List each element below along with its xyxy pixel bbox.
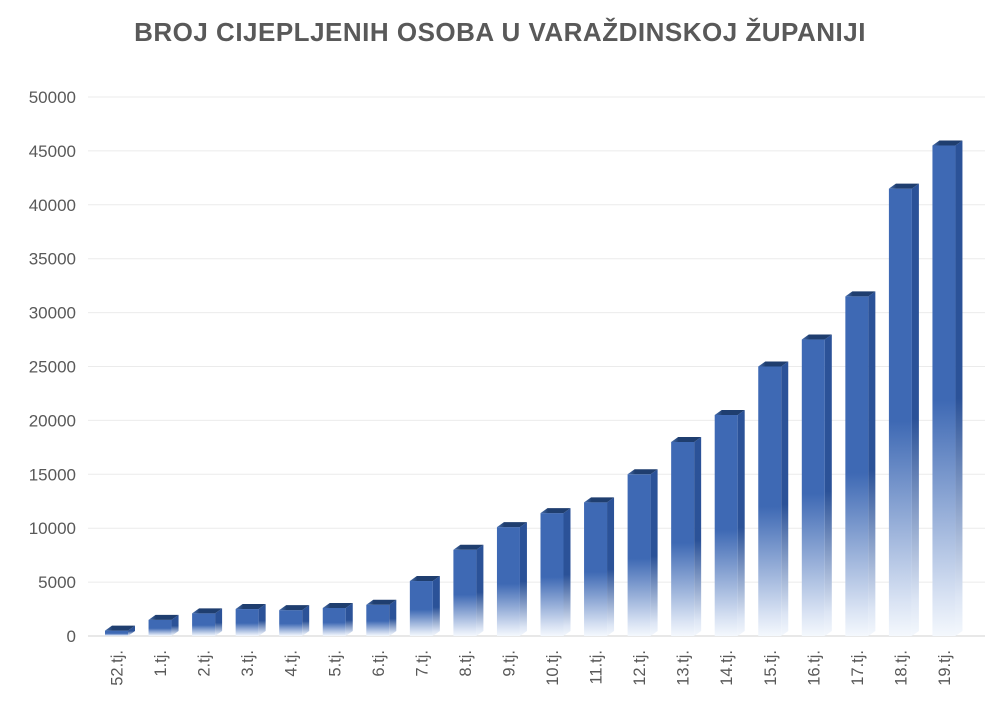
bar [192,608,223,636]
x-tick-label: 8.tj. [457,650,475,677]
y-tick-label: 30000 [29,304,76,323]
bar [671,436,702,636]
x-tick-label: 10.tj. [544,650,562,686]
bar [714,410,745,636]
x-tick-label: 4.tj. [283,650,301,677]
x-tick-label: 16.tj. [805,650,823,686]
x-tick-label: 2.tj. [196,650,214,677]
bar [888,183,919,636]
y-tick-label: 50000 [29,88,76,107]
x-tick-label: 17.tj. [849,650,867,686]
bar [758,361,789,636]
bar [801,334,832,636]
x-tick-label: 18.tj. [892,650,910,686]
bar [540,508,571,636]
bar [409,576,440,636]
y-tick-label: 10000 [29,519,76,538]
y-tick-label: 20000 [29,411,76,430]
x-tick-label: 12.tj. [631,650,649,686]
y-tick-label: 0 [67,627,76,646]
bar [496,522,527,636]
x-tick-label: 5.tj. [326,650,344,677]
bar [322,602,353,636]
chart-title: BROJ CIJEPLJENIH OSOBA U VARAŽDINSKOJ ŽU… [134,17,866,47]
bar [105,625,135,636]
x-tick-label: 1.tj. [152,650,170,677]
bar [845,291,876,636]
x-tick-label: 6.tj. [370,650,388,677]
x-tick-label: 3.tj. [239,650,257,677]
x-tick-label: 14.tj. [718,650,736,686]
y-tick-label: 40000 [29,196,76,215]
x-tick-label: 9.tj. [500,650,518,677]
x-tick-label: 11.tj. [588,650,606,685]
bar [235,604,266,636]
y-tick-label: 15000 [29,465,76,484]
bar [453,544,484,636]
bar [627,469,658,636]
bar [932,140,963,636]
bar [279,605,310,636]
x-tick-label: 52.tj. [109,650,127,686]
x-tick-label: 19.tj. [936,650,954,686]
bar [366,599,397,636]
x-tick-label: 15.tj. [762,650,780,686]
y-tick-label: 5000 [38,573,76,592]
y-tick-label: 45000 [29,142,76,161]
y-tick-label: 35000 [29,250,76,269]
bar [148,614,179,636]
bar [584,497,615,636]
y-tick-label: 25000 [29,358,76,377]
x-tick-label: 13.tj. [675,650,693,686]
x-tick-label: 7.tj. [413,650,431,677]
